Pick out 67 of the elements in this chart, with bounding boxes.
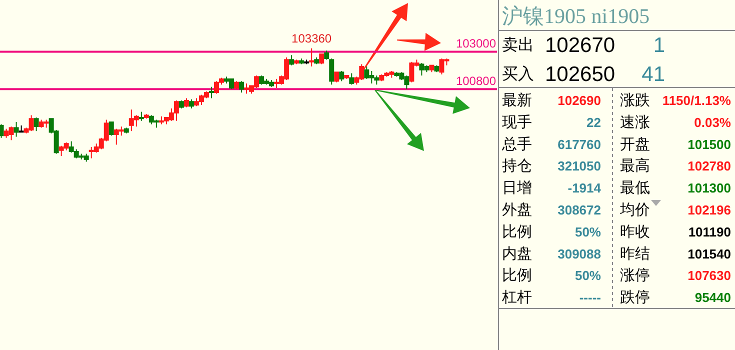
text: 跌停 <box>620 289 650 306</box>
text: 内盘 <box>502 245 532 262</box>
text: 101190 <box>688 224 731 240</box>
text: 102196 <box>688 202 731 218</box>
candlestick <box>34 116 39 132</box>
candlestick <box>319 53 324 65</box>
text: 昨结 <box>620 245 650 262</box>
candlestick <box>188 98 194 109</box>
text: 617760 <box>558 136 601 152</box>
text: 102690 <box>558 93 601 108</box>
text: 95440 <box>694 290 731 306</box>
candlestick <box>0 124 4 138</box>
candlestick <box>289 54 294 66</box>
text: 0.03% <box>694 114 732 130</box>
text: 卖出 <box>502 36 534 54</box>
text: ----- <box>579 290 601 306</box>
text: 均价 <box>619 202 650 218</box>
candlestick <box>108 122 114 136</box>
text: 101540 <box>688 246 731 262</box>
text: 外盘 <box>502 202 532 218</box>
text: 最高 <box>620 158 650 175</box>
text: 50% <box>574 268 602 284</box>
text: -1914 <box>568 180 602 196</box>
candlestick <box>184 98 189 108</box>
text: 1 <box>653 34 665 57</box>
text: 308672 <box>558 202 601 218</box>
text: 1150/1.13% <box>662 93 732 108</box>
text: 最低 <box>620 180 650 197</box>
text: 最新 <box>502 92 532 109</box>
text: 日增 <box>502 180 532 197</box>
text: 100800 <box>456 74 496 88</box>
text: 102780 <box>688 158 731 174</box>
text: 102670 <box>545 34 616 57</box>
candlestick <box>324 50 330 60</box>
text: 比例 <box>502 223 532 240</box>
candlestick <box>334 72 340 83</box>
text: 321050 <box>558 158 601 174</box>
text: 101500 <box>688 136 731 152</box>
text: 101300 <box>688 180 731 196</box>
text: 102650 <box>545 63 616 86</box>
text: 沪镍1905 ni1905 <box>502 4 650 28</box>
text: 22 <box>586 114 601 130</box>
candlestick <box>309 48 314 67</box>
candlestick <box>329 58 334 86</box>
text: 开盘 <box>620 136 650 153</box>
candlestick <box>208 86 214 99</box>
text: 涨跌 <box>620 92 650 109</box>
candlestick <box>239 80 244 94</box>
candlestick <box>138 111 144 122</box>
annotation: 103360 <box>292 31 332 46</box>
text: 杠杆 <box>501 289 532 306</box>
text: 昨收 <box>620 223 650 240</box>
text: 107630 <box>688 268 731 284</box>
text: 速涨 <box>620 114 650 131</box>
text: 50% <box>574 224 602 240</box>
candlestick <box>339 70 344 82</box>
text: 103000 <box>456 36 496 51</box>
text: 持仓 <box>502 158 532 175</box>
text: 买入 <box>502 65 534 83</box>
candlestick <box>349 72 354 86</box>
text: 总手 <box>501 136 532 153</box>
text: 涨停 <box>620 267 650 284</box>
candlestick <box>14 122 19 138</box>
text: 现手 <box>502 114 532 131</box>
text: 41 <box>642 63 665 86</box>
text: 309088 <box>558 246 601 262</box>
text: 比例 <box>502 267 532 284</box>
